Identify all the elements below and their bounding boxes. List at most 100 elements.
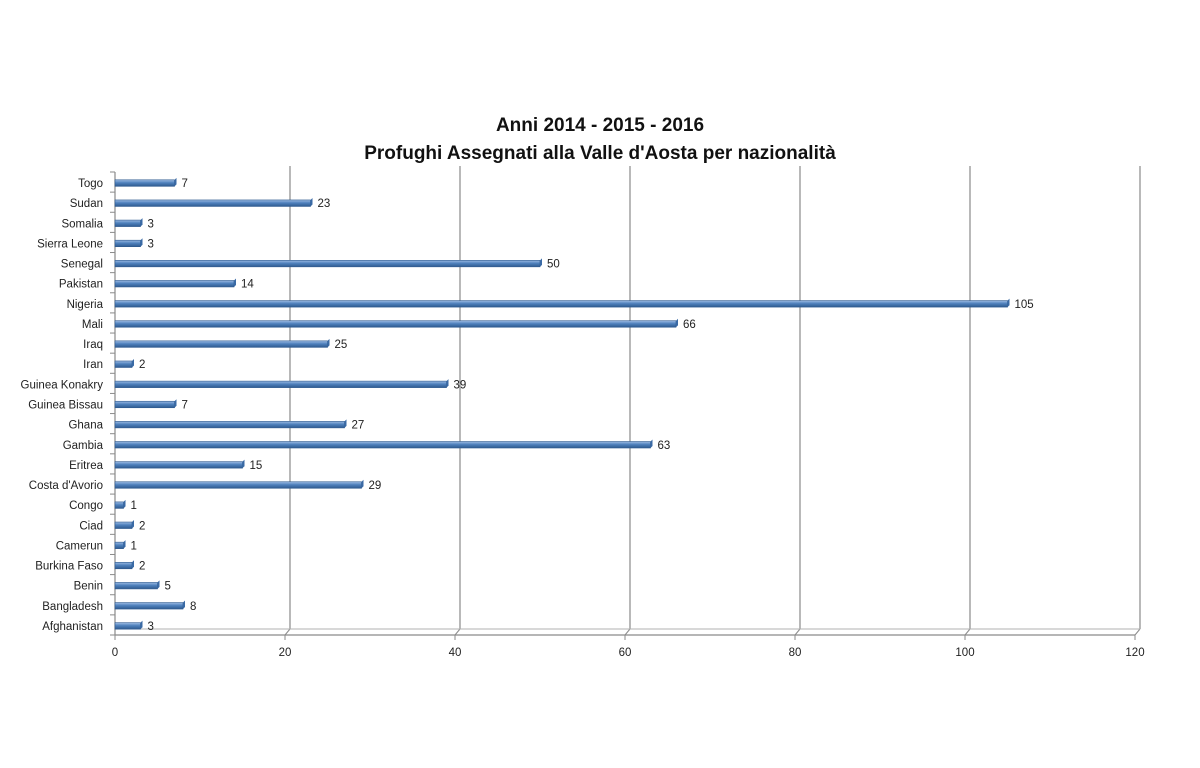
gridline-floor bbox=[624, 628, 631, 636]
bar-end-cap bbox=[327, 338, 330, 348]
data-label: 5 bbox=[165, 581, 171, 593]
data-label: 2 bbox=[139, 520, 145, 532]
x-tick-label: 0 bbox=[112, 647, 118, 659]
bar-end-cap bbox=[242, 459, 245, 469]
bar-end-cap bbox=[540, 258, 542, 267]
data-label: 29 bbox=[369, 480, 382, 492]
x-tick-label: 100 bbox=[955, 647, 974, 659]
bar bbox=[114, 239, 141, 248]
data-label: 27 bbox=[352, 420, 365, 432]
category-label: Iraq bbox=[83, 339, 103, 351]
category-label: Sierra Leone bbox=[37, 238, 103, 250]
data-label: 50 bbox=[547, 259, 560, 271]
bar bbox=[114, 219, 141, 227]
category-label: Guinea Konakry bbox=[21, 379, 104, 391]
data-label: 1 bbox=[131, 540, 137, 552]
category-label: Afghanistan bbox=[42, 621, 103, 633]
bar bbox=[114, 280, 235, 288]
data-label: 105 bbox=[1015, 299, 1034, 311]
data-label: 3 bbox=[148, 621, 154, 633]
category-label: Camerun bbox=[56, 540, 103, 552]
category-label: Benin bbox=[74, 581, 103, 593]
bar-end-cap bbox=[676, 318, 678, 328]
bar-end-cap bbox=[650, 439, 653, 449]
bar-end-cap bbox=[140, 238, 143, 247]
bar-end-cap bbox=[174, 177, 177, 187]
bar-end-cap bbox=[183, 600, 185, 610]
bar bbox=[114, 541, 124, 549]
bar-end-cap bbox=[132, 560, 134, 569]
category-label: Senegal bbox=[61, 259, 103, 271]
bar bbox=[114, 199, 311, 207]
bar bbox=[114, 602, 184, 610]
bar-end-cap bbox=[132, 358, 134, 368]
bar bbox=[114, 421, 345, 429]
category-label: Nigeria bbox=[67, 299, 104, 311]
category-label: Bangladesh bbox=[42, 601, 103, 613]
category-label: Burkina Faso bbox=[35, 561, 103, 573]
data-label: 7 bbox=[182, 400, 188, 412]
category-label: Ghana bbox=[68, 420, 103, 432]
bar-end-cap bbox=[174, 399, 177, 408]
bar bbox=[114, 400, 175, 409]
bar-end-cap bbox=[157, 580, 160, 589]
gridline-floor bbox=[284, 628, 291, 636]
category-label: Mali bbox=[82, 319, 103, 331]
bar bbox=[114, 501, 124, 509]
bar-end-cap bbox=[234, 278, 236, 287]
data-label: 39 bbox=[454, 379, 467, 391]
category-label: Togo bbox=[78, 178, 103, 190]
category-label: Iran bbox=[83, 359, 103, 371]
bar bbox=[114, 320, 677, 328]
bar-end-cap bbox=[132, 520, 134, 529]
data-label: 2 bbox=[139, 359, 145, 371]
gridline-floor bbox=[454, 628, 461, 636]
bar bbox=[114, 622, 141, 630]
chart-title-line-2: Profughi Assegnati alla Valle d'Aosta pe… bbox=[364, 143, 836, 164]
category-label: Guinea Bissau bbox=[28, 400, 103, 412]
bar-end-cap bbox=[310, 197, 313, 207]
chart-title-line-1: Anni 2014 - 2015 - 2016 bbox=[495, 115, 705, 136]
x-tick-label: 60 bbox=[619, 647, 632, 659]
category-label: Eritrea bbox=[69, 460, 103, 472]
bar bbox=[114, 561, 133, 570]
gridline-floor bbox=[1134, 628, 1141, 636]
bar bbox=[114, 461, 243, 469]
bar bbox=[114, 340, 328, 348]
bar-end-cap bbox=[1007, 298, 1010, 308]
bar bbox=[114, 582, 158, 590]
gridline-floor bbox=[964, 628, 971, 636]
data-label: 8 bbox=[190, 601, 196, 613]
bar-end-cap bbox=[344, 419, 347, 428]
gridline-floor bbox=[794, 628, 801, 636]
bar bbox=[114, 481, 362, 489]
bar bbox=[114, 179, 175, 187]
data-label: 1 bbox=[131, 500, 137, 512]
bar-end-cap bbox=[140, 218, 143, 227]
data-label: 14 bbox=[241, 279, 254, 291]
bar bbox=[114, 360, 133, 368]
category-label: Congo bbox=[69, 500, 103, 512]
bar-end-cap bbox=[140, 620, 143, 630]
bar bbox=[114, 260, 541, 268]
category-label: Somalia bbox=[61, 218, 103, 230]
x-tick-label: 20 bbox=[279, 647, 292, 659]
x-tick-label: 120 bbox=[1125, 647, 1144, 659]
x-tick-label: 80 bbox=[789, 647, 802, 659]
bar-end-cap bbox=[123, 540, 126, 549]
data-label: 7 bbox=[182, 178, 188, 190]
data-label: 25 bbox=[335, 339, 348, 351]
bar-end-cap bbox=[123, 499, 126, 509]
data-label: 15 bbox=[250, 460, 263, 472]
bar bbox=[114, 441, 651, 449]
data-label: 3 bbox=[148, 218, 154, 230]
data-label: 66 bbox=[683, 319, 696, 331]
bar bbox=[114, 380, 447, 388]
data-label: 63 bbox=[658, 440, 671, 452]
data-label: 2 bbox=[139, 561, 145, 573]
category-label: Sudan bbox=[70, 198, 103, 210]
bar-end-cap bbox=[446, 379, 449, 388]
bar bbox=[114, 300, 1008, 308]
